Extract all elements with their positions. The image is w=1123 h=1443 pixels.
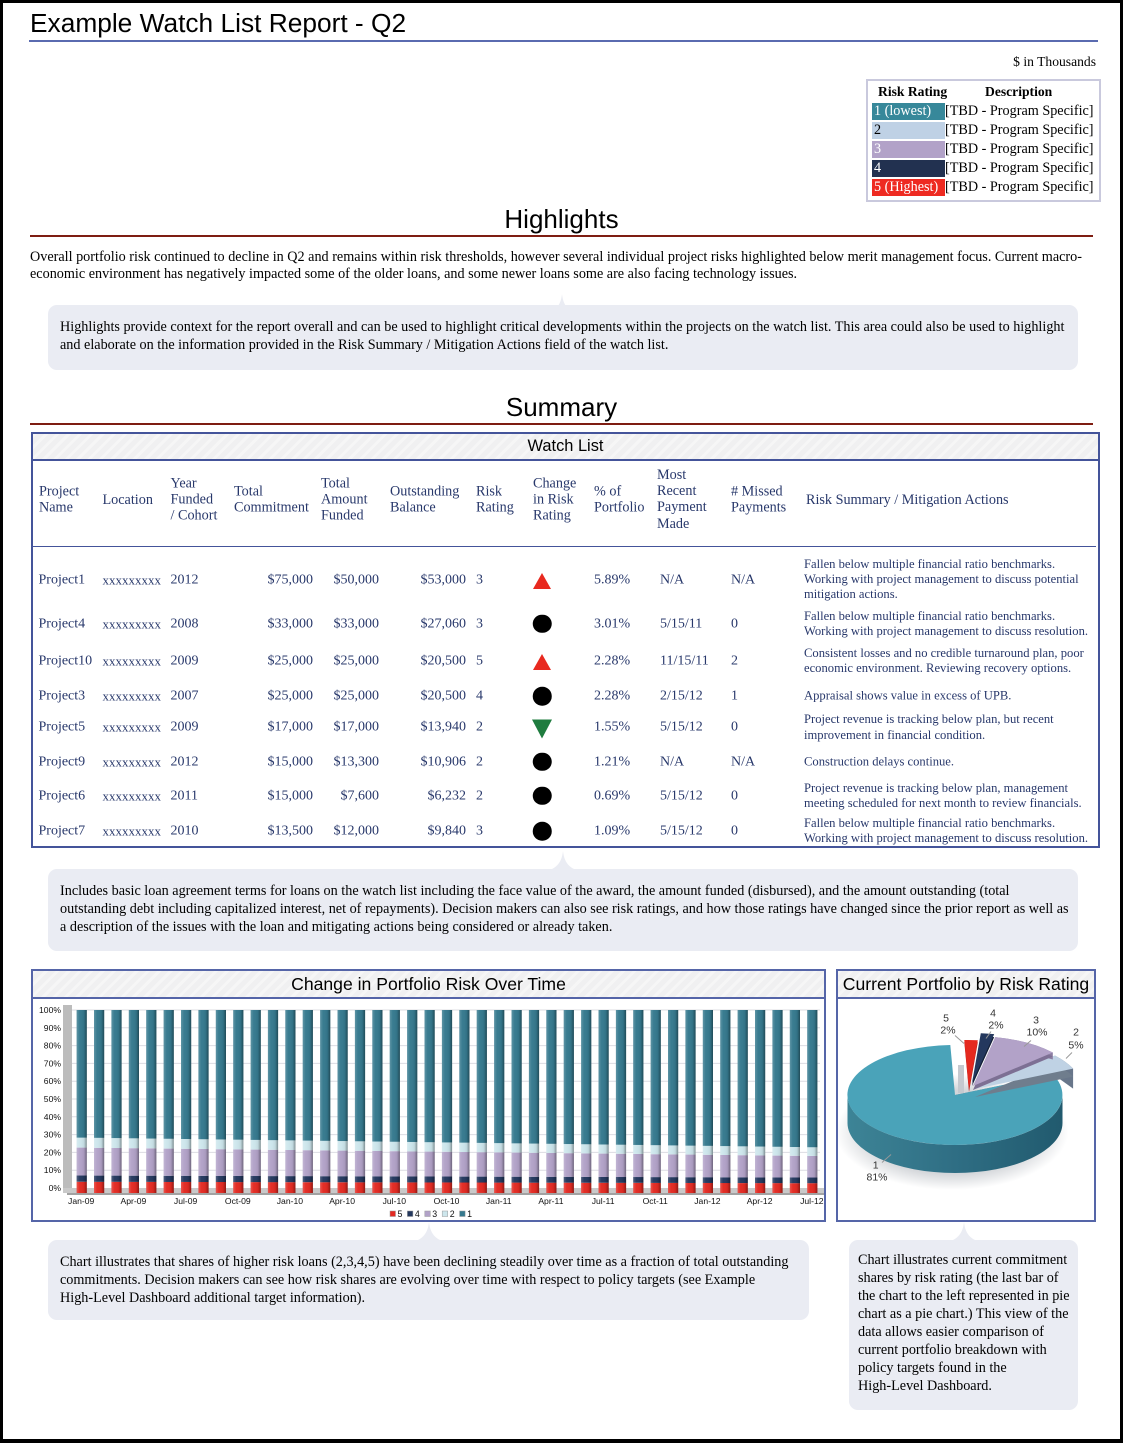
svg-text:100%: 100% [39,1005,61,1015]
svg-text:4: 4 [415,1209,420,1219]
svg-text:90%: 90% [44,1023,62,1033]
svg-text:81%: 81% [866,1172,887,1184]
svg-text:50%: 50% [44,1094,62,1104]
svg-text:Jul-10: Jul-10 [383,1196,407,1206]
svg-text:40%: 40% [44,1112,62,1122]
svg-text:2%: 2% [988,1020,1003,1032]
svg-text:Jul-11: Jul-11 [592,1196,615,1206]
svg-text:2: 2 [1073,1027,1079,1039]
svg-text:Apr-11: Apr-11 [538,1196,563,1206]
svg-text:5: 5 [943,1013,949,1025]
svg-text:70%: 70% [44,1058,62,1068]
svg-text:Apr-12: Apr-12 [747,1196,773,1206]
svg-text:2%: 2% [940,1025,955,1037]
svg-text:Apr-10: Apr-10 [329,1196,355,1206]
svg-text:Apr-09: Apr-09 [121,1196,147,1206]
svg-text:Jul-12: Jul-12 [800,1196,824,1206]
svg-text:1: 1 [873,1160,879,1172]
svg-text:Oct-10: Oct-10 [434,1196,460,1206]
svg-text:Jan-10: Jan-10 [277,1196,303,1206]
svg-text:5: 5 [398,1209,403,1219]
svg-text:80%: 80% [44,1041,62,1051]
svg-text:2: 2 [450,1209,455,1219]
svg-text:Oct-11: Oct-11 [643,1196,668,1206]
svg-text:Oct-09: Oct-09 [225,1196,251,1206]
svg-text:Jan-11: Jan-11 [486,1196,512,1206]
svg-text:3: 3 [432,1209,437,1219]
svg-text:20%: 20% [44,1147,62,1157]
svg-text:1: 1 [467,1209,472,1219]
svg-text:Jul-09: Jul-09 [174,1196,198,1206]
svg-text:10%: 10% [1026,1027,1047,1039]
svg-text:Jan-12: Jan-12 [694,1196,720,1206]
svg-text:10%: 10% [44,1165,62,1175]
svg-text:4: 4 [990,1008,996,1020]
svg-text:0%: 0% [49,1183,62,1193]
svg-text:5%: 5% [1068,1040,1083,1052]
svg-text:3: 3 [1033,1015,1039,1027]
svg-text:60%: 60% [44,1076,62,1086]
svg-text:Jan-09: Jan-09 [68,1196,94,1206]
svg-text:30%: 30% [44,1130,62,1140]
